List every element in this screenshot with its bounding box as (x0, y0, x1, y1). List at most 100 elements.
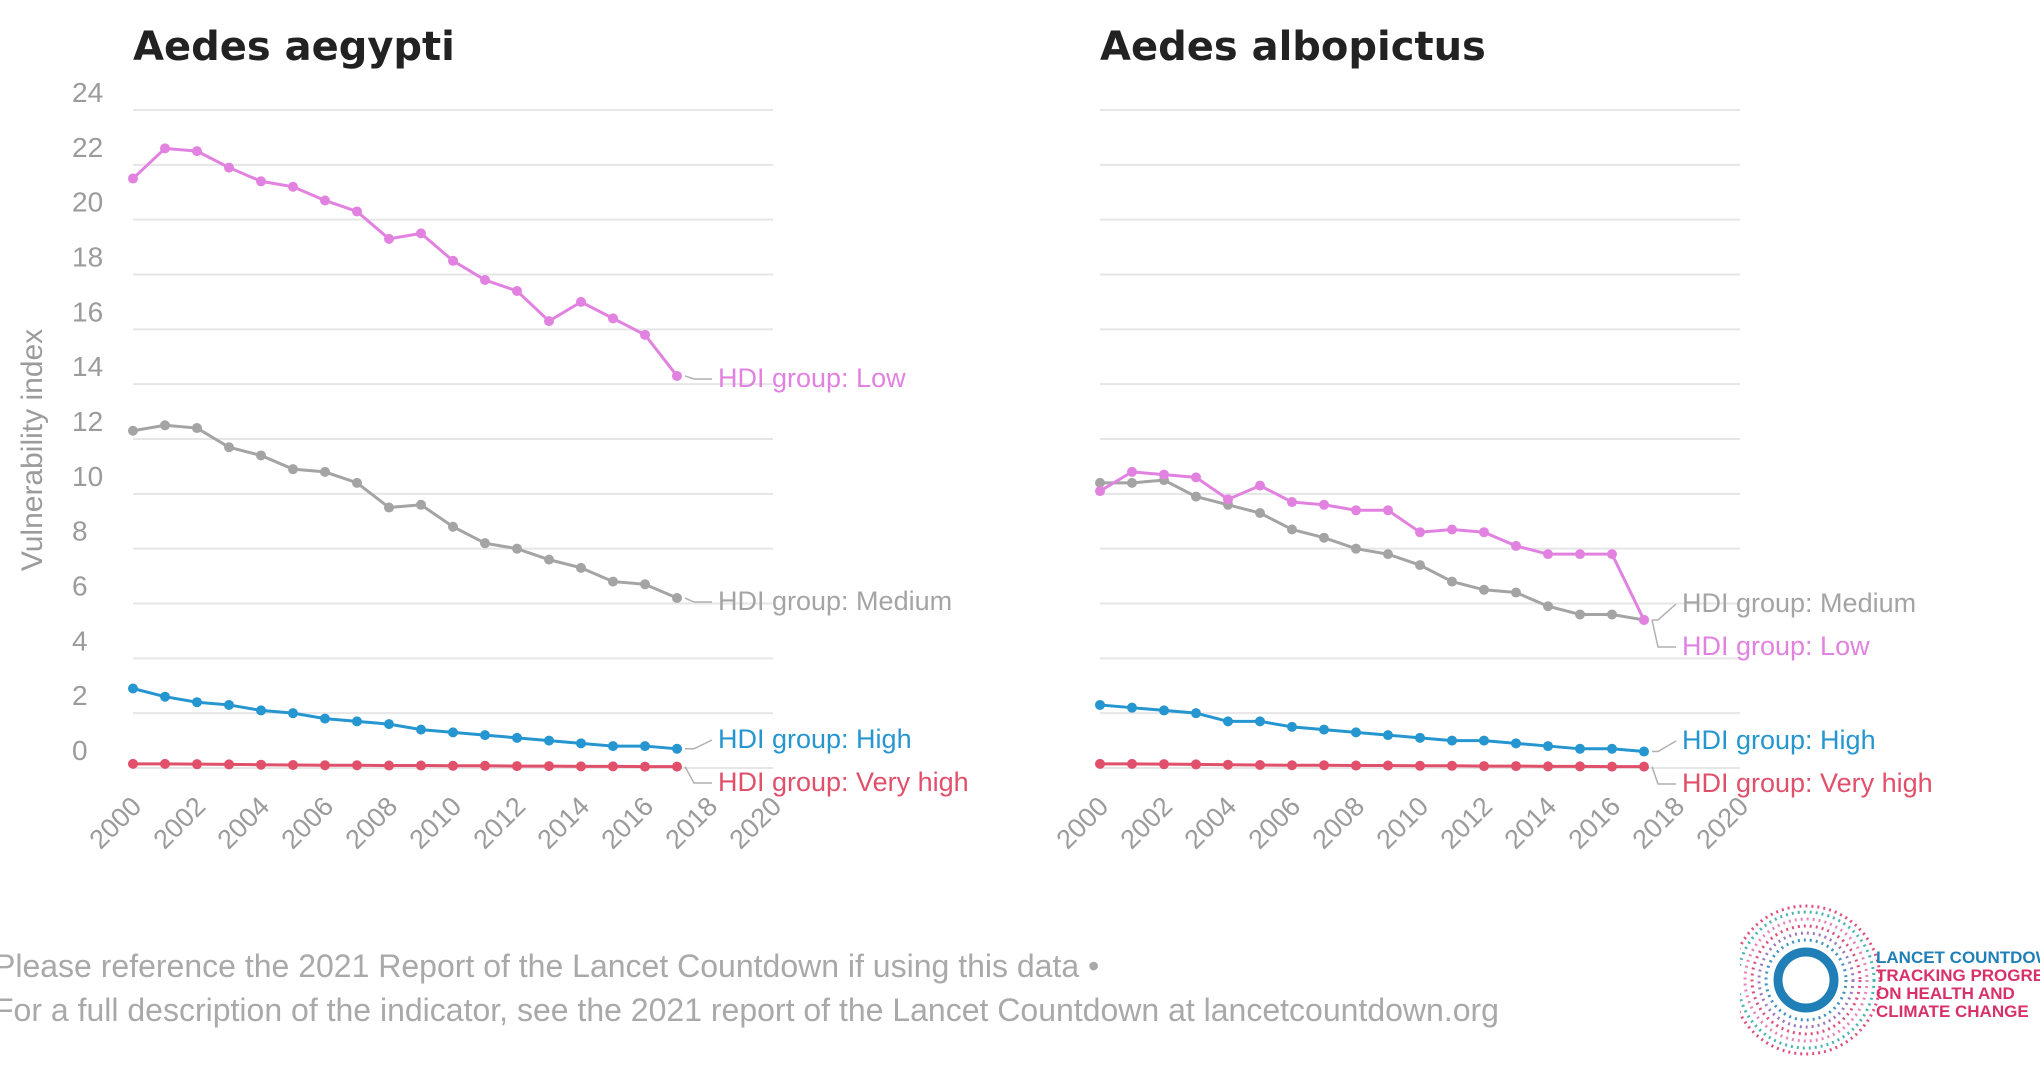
data-point (288, 181, 298, 192)
data-point (1415, 527, 1425, 538)
x-tick-label: 2004 (212, 791, 276, 855)
data-point (1383, 505, 1393, 516)
data-point (416, 228, 426, 239)
data-point (416, 724, 426, 735)
data-point (1095, 486, 1105, 497)
data-point (128, 758, 138, 769)
data-point (1351, 727, 1361, 738)
data-point (224, 759, 234, 770)
data-point (384, 502, 394, 513)
data-point (352, 716, 362, 727)
series-line (1099, 703, 1645, 754)
x-tick-label: 2000 (84, 791, 148, 855)
data-point (480, 760, 490, 771)
data-point (544, 735, 554, 746)
label-leader-line (684, 375, 712, 380)
data-point (1319, 499, 1329, 510)
data-point (1095, 477, 1105, 488)
y-tick-label: 6 (72, 571, 88, 602)
x-tick-label: 2010 (404, 791, 468, 855)
data-point (352, 760, 362, 771)
data-point (160, 143, 170, 154)
series-line (132, 687, 678, 751)
data-point (320, 760, 330, 771)
data-point (1415, 732, 1425, 743)
x-tick-label: 2006 (1243, 791, 1307, 855)
data-point (1287, 721, 1297, 732)
chart-figure: Aedes aegypti024681012141618202224Vulner… (16, 24, 1933, 855)
y-tick-label: 22 (72, 132, 103, 163)
data-point (1319, 724, 1329, 735)
data-point (1479, 761, 1489, 772)
x-tick-label: 2008 (1307, 791, 1371, 855)
data-point (256, 759, 266, 770)
logo-dot-ring (1740, 910, 1876, 1050)
data-point (1639, 614, 1649, 625)
data-point (1127, 466, 1137, 477)
data-point (1223, 716, 1233, 727)
logo-dot-ring (1757, 931, 1855, 1029)
series-label: HDI group: Low (1682, 631, 1870, 661)
data-point (672, 761, 682, 772)
data-point (224, 442, 234, 453)
data-point (512, 543, 522, 554)
data-point (1543, 549, 1553, 560)
data-point (288, 759, 298, 770)
y-tick-label: 4 (72, 625, 88, 656)
data-point (448, 727, 458, 738)
data-point (1479, 735, 1489, 746)
logo-text-4: CLIMATE CHANGE (1876, 1002, 2029, 1021)
data-point (544, 554, 554, 565)
data-point (1191, 472, 1201, 483)
series-label: HDI group: High (1682, 725, 1876, 755)
series-line (1100, 478, 1645, 622)
data-point (1639, 746, 1649, 757)
data-point (1511, 540, 1521, 551)
data-point (1543, 601, 1553, 612)
data-point (448, 760, 458, 771)
data-point (1287, 760, 1297, 771)
data-point (1575, 549, 1585, 560)
logo-text-2: TRACKING PROGRESS (1876, 966, 2040, 985)
data-point (320, 466, 330, 477)
data-point (352, 206, 362, 217)
data-point (1607, 743, 1617, 754)
data-point (1415, 760, 1425, 771)
data-point (1447, 760, 1457, 771)
series-line (133, 762, 677, 769)
data-point (256, 705, 266, 716)
data-point (192, 146, 202, 157)
panel-title: Aedes aegypti (133, 24, 455, 70)
data-point (1511, 761, 1521, 772)
data-point (1575, 743, 1585, 754)
data-point (1511, 587, 1521, 598)
data-point (480, 730, 490, 741)
logo-dot-ring (1764, 938, 1848, 1022)
data-point (160, 420, 170, 431)
data-point (512, 761, 522, 772)
series-line (132, 423, 678, 600)
data-point (512, 285, 522, 296)
y-tick-label: 8 (72, 516, 88, 547)
data-point (1575, 609, 1585, 620)
series-hdi-group-very-high: HDI group: Very high (128, 758, 969, 797)
x-tick-label: 2020 (1691, 791, 1755, 855)
data-point (160, 691, 170, 702)
data-point (1575, 761, 1585, 772)
panel-title: Aedes albopictus (1100, 24, 1486, 70)
data-point (1607, 549, 1617, 560)
data-point (544, 316, 554, 327)
data-point (1639, 761, 1649, 772)
data-point (1383, 730, 1393, 741)
series-hdi-group-medium: HDI group: Medium (128, 420, 952, 616)
data-point (384, 233, 394, 244)
x-tick-label: 2018 (1627, 791, 1691, 855)
label-leader-line (1652, 740, 1677, 753)
data-point (1159, 759, 1169, 770)
data-point (1511, 738, 1521, 749)
x-tick-label: 2012 (1435, 791, 1499, 855)
x-tick-label: 2008 (340, 791, 404, 855)
y-tick-label: 2 (72, 680, 88, 711)
data-point (1351, 760, 1361, 771)
data-point (576, 562, 586, 573)
